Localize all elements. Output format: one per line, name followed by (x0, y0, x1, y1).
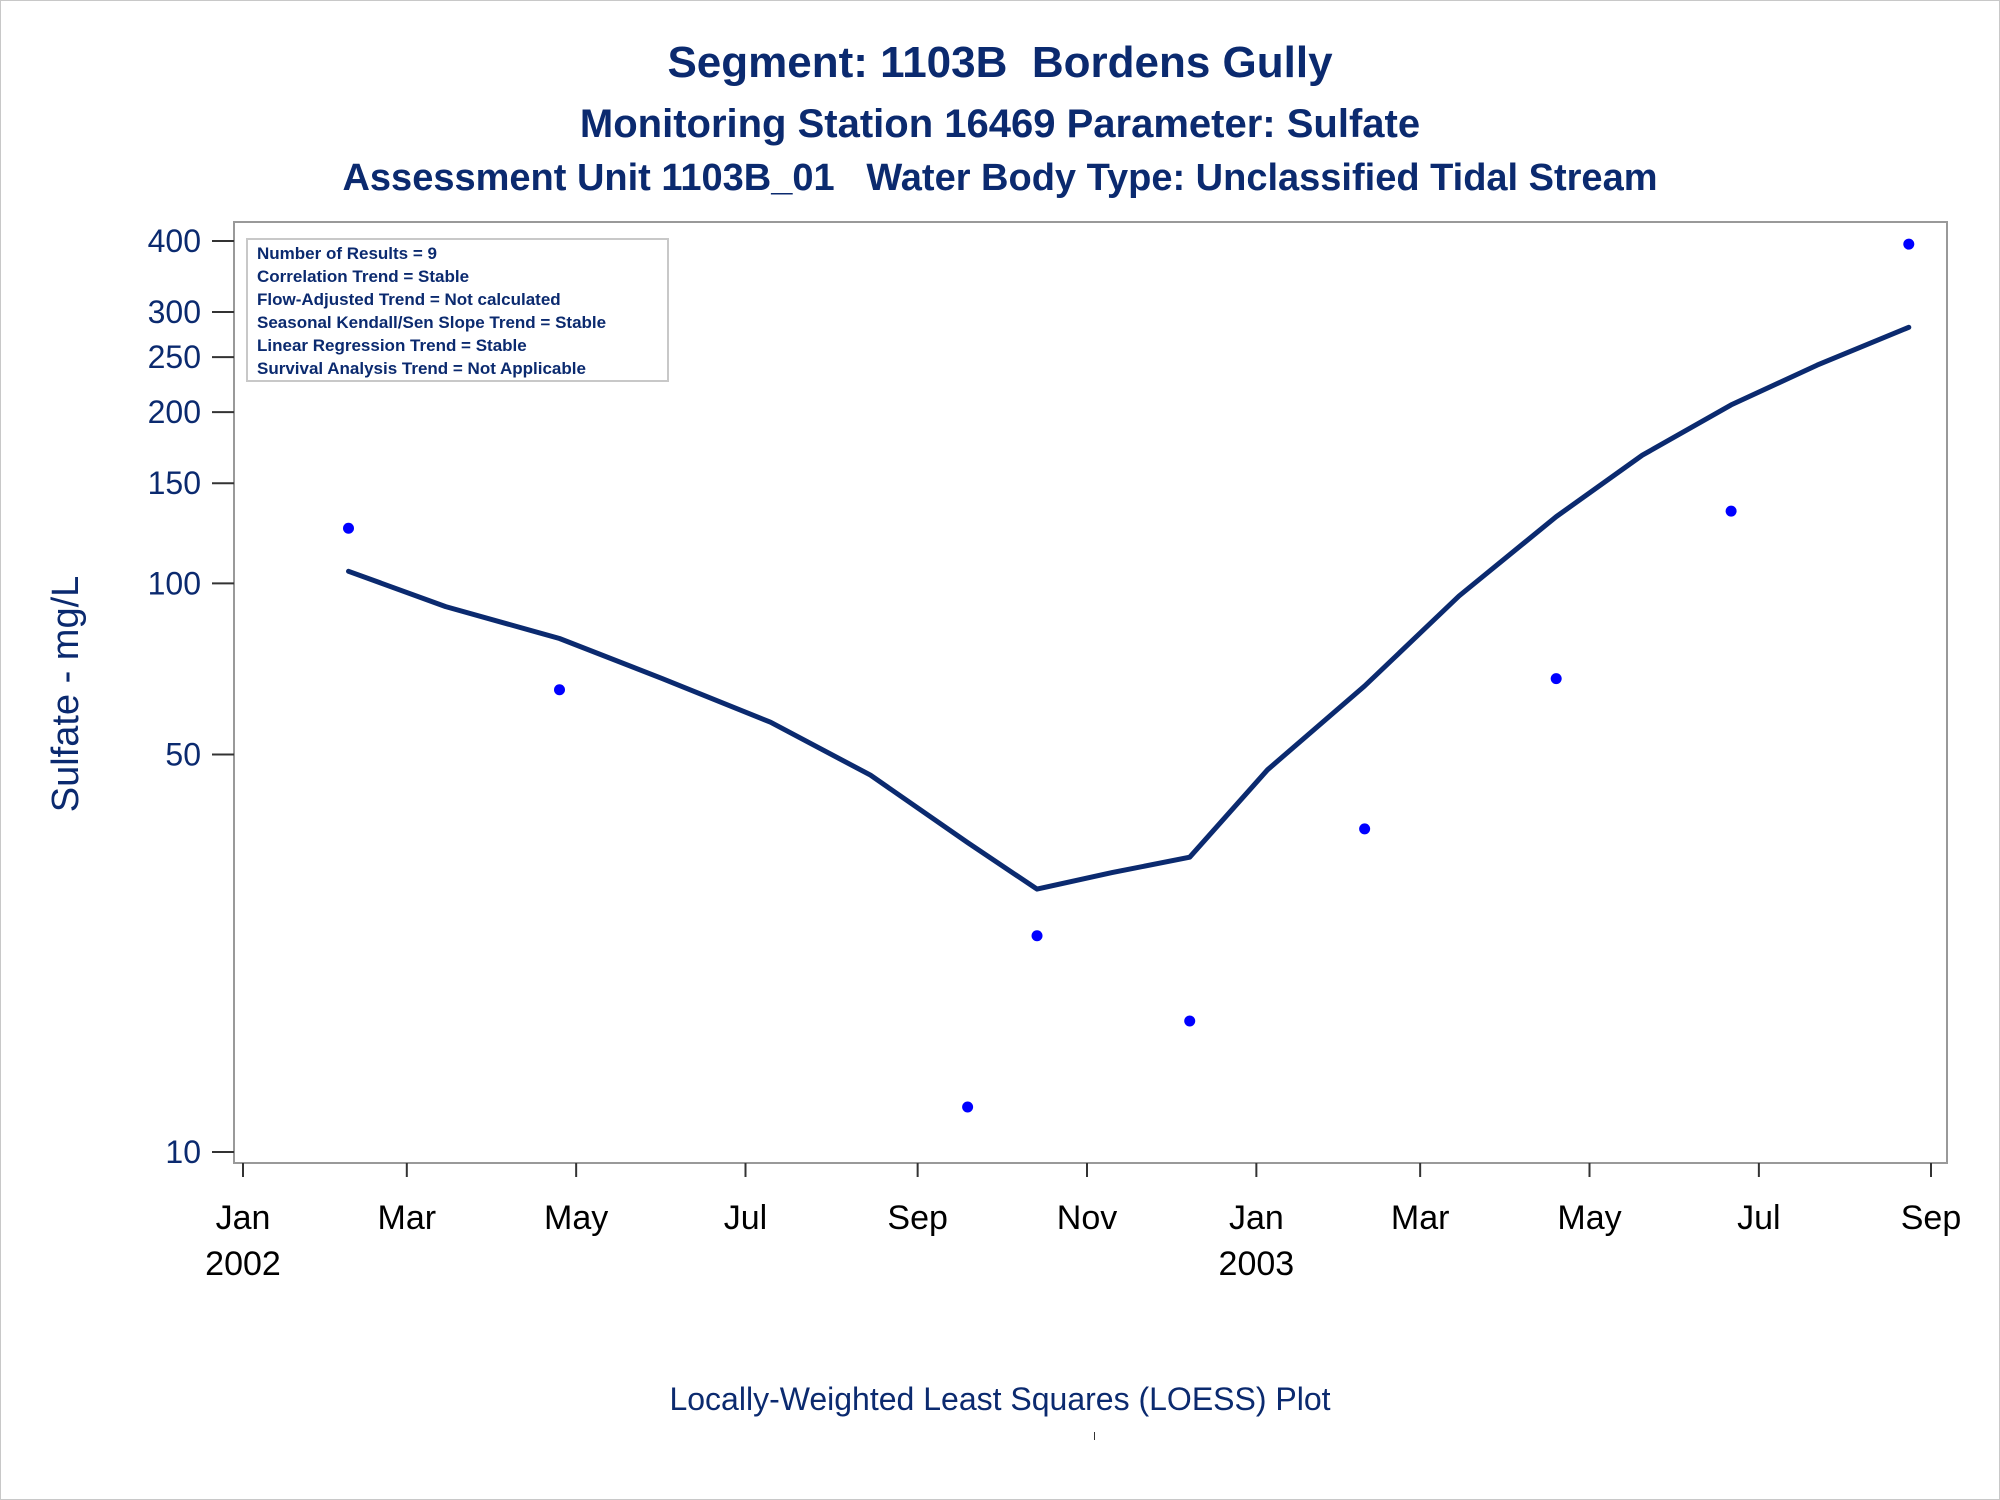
stats-box-border (246, 238, 669, 382)
data-point (554, 684, 565, 696)
y-tick-label: 100 (148, 565, 201, 601)
data-point (1184, 1015, 1196, 1027)
y-tick-label: 150 (148, 465, 201, 501)
y-axis: 10 50 100 150 200 250 300 400 (148, 223, 234, 1170)
y-tick-label: 200 (148, 394, 201, 430)
x-tick-label: Nov (1057, 1199, 1117, 1237)
data-point (1031, 930, 1043, 942)
x-tick-label: Mar (1391, 1199, 1450, 1237)
y-tick-label: 50 (165, 737, 201, 773)
x-axis: Jan 2002 Mar May Jul Sep Nov Jan 2003 Mar May Jul Se… (205, 1163, 1961, 1283)
x-tick-label: Jan (1229, 1199, 1284, 1237)
x-tick-year-label: 2003 (1219, 1245, 1295, 1283)
points-layer (343, 238, 1915, 1113)
data-point (1725, 505, 1737, 517)
stats-line: Seasonal Kendall/Sen Slope Trend = Stabl… (257, 313, 606, 332)
data-point (1903, 238, 1915, 250)
x-tick-label: Sep (887, 1199, 948, 1237)
footnote: Locally-Weighted Least Squares (LOESS) P… (669, 1381, 1331, 1417)
loess-layer (346, 324, 1912, 892)
loess-line (346, 324, 1912, 892)
x-tick-label: Jul (724, 1199, 767, 1237)
stats-line: Linear Regression Trend = Stable (257, 336, 527, 355)
data-point (343, 522, 354, 534)
y-tick-label: 10 (165, 1134, 201, 1170)
y-tick-label: 400 (148, 223, 201, 259)
plot-area (233, 221, 1948, 1164)
footnote-mark (1094, 1432, 1095, 1440)
x-tick-label: Sep (1901, 1199, 1962, 1237)
y-axis-label: Sulfate - mg/L (45, 576, 87, 813)
x-tick-label: Jul (1737, 1199, 1780, 1237)
chart-subtitle-assessment: Assessment Unit 1103B_01 Water Body Type… (342, 157, 1658, 199)
stats-line: Number of Results = 9 (257, 244, 437, 263)
data-point (1359, 823, 1371, 835)
stats-line: Survival Analysis Trend = Not Applicable (257, 359, 586, 378)
chart-title: Segment: 1103B Bordens Gully (667, 38, 1333, 87)
stats-legend-box: Number of Results = 9 Correlation Trend … (246, 238, 669, 382)
stats-line: Flow-Adjusted Trend = Not calculated (257, 290, 561, 309)
y-tick-label: 250 (148, 339, 201, 375)
data-point (1550, 673, 1562, 685)
x-tick-year-label: 2002 (205, 1245, 281, 1283)
y-tick-label: 300 (148, 294, 201, 330)
x-tick-label: May (544, 1199, 608, 1237)
x-tick-label: Mar (378, 1199, 437, 1237)
data-point (962, 1101, 974, 1113)
x-tick-label: May (1557, 1199, 1621, 1237)
stats-line: Correlation Trend = Stable (257, 267, 469, 286)
chart-subtitle-station: Monitoring Station 16469 Parameter: Sulf… (579, 102, 1421, 146)
x-tick-label: Jan (216, 1199, 271, 1237)
